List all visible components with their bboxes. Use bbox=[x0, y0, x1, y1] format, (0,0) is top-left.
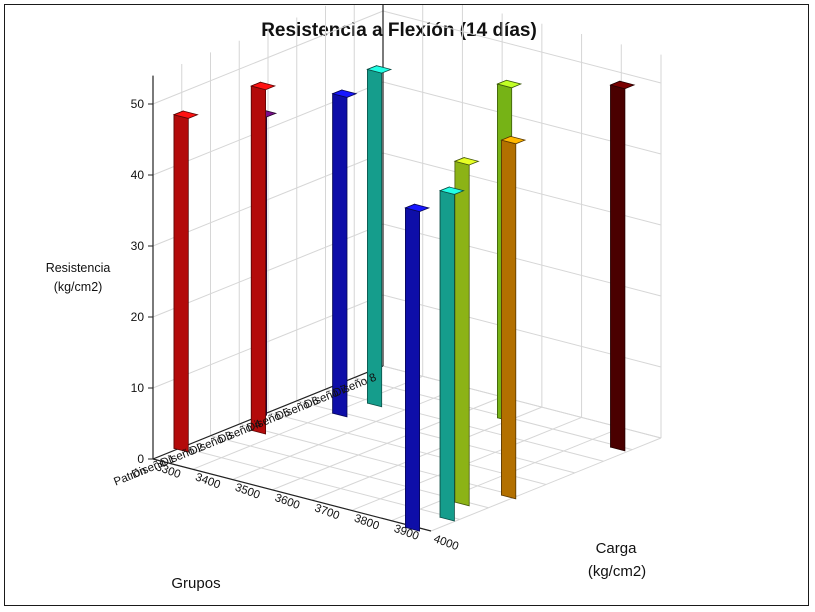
bar-face-side bbox=[250, 85, 267, 435]
bar bbox=[331, 89, 358, 418]
carga-tick-label: 3700 bbox=[313, 502, 341, 522]
bar-face-side bbox=[610, 84, 626, 452]
bar-face-top bbox=[496, 79, 523, 89]
bar-face-side bbox=[404, 207, 421, 532]
bar-face-top bbox=[453, 157, 480, 166]
bar-face-top bbox=[250, 81, 277, 91]
z-tick-label: 40 bbox=[131, 168, 145, 182]
z-axis-label-line-2: (kg/cm2) bbox=[54, 280, 103, 294]
z-tick-label: 20 bbox=[131, 310, 145, 324]
gridline bbox=[430, 437, 662, 532]
z-tick-label: 30 bbox=[131, 239, 145, 253]
bar bbox=[404, 203, 431, 532]
chart-frame: Resistencia a Flexión (14 días) 0 10 20 30 4… bbox=[4, 4, 809, 606]
carga-axis-label-line-2: (kg/cm2) bbox=[588, 563, 646, 580]
bar-face-side bbox=[454, 160, 470, 507]
bar bbox=[366, 65, 393, 408]
bar-face-side bbox=[366, 68, 383, 408]
gridline bbox=[382, 10, 662, 84]
bar bbox=[500, 135, 527, 500]
bar-face-top bbox=[500, 135, 527, 145]
carga-axis-label-line-1: Carga bbox=[596, 540, 638, 557]
carga-tick-label: 4000 bbox=[432, 533, 460, 553]
bar-face-top bbox=[366, 65, 393, 74]
carga-tick-label: 3600 bbox=[273, 492, 301, 512]
carga-tick-label: 3500 bbox=[233, 482, 261, 502]
gridline bbox=[232, 386, 463, 481]
gridline bbox=[192, 375, 423, 470]
gridline bbox=[239, 423, 518, 497]
carga-tick-label: 3300 bbox=[154, 461, 182, 481]
carga-axis-line bbox=[152, 458, 432, 532]
bar-face-side bbox=[173, 114, 189, 453]
carga-tick-label: 3400 bbox=[194, 471, 222, 491]
bar-face-top bbox=[609, 80, 636, 90]
bar bbox=[453, 157, 480, 507]
bar-chart-3d: Resistencia a Flexión (14 días) 0 10 20 30 4… bbox=[46, 5, 662, 592]
bar-face-side bbox=[439, 190, 455, 522]
bar-face-top bbox=[404, 203, 431, 213]
x-axis-label: Grupos bbox=[171, 575, 220, 592]
bar bbox=[609, 80, 636, 452]
chart-title: Resistencia a Flexión (14 días) bbox=[261, 20, 537, 41]
z-tick-label: 10 bbox=[131, 381, 145, 395]
bar bbox=[172, 110, 199, 453]
bar-face-side bbox=[501, 139, 517, 500]
gridline bbox=[354, 377, 633, 451]
bar-face-top bbox=[331, 89, 358, 98]
z-tick-label: 0 bbox=[137, 452, 144, 466]
bar bbox=[250, 81, 277, 435]
bar-face-side bbox=[332, 93, 348, 418]
bar-face-top bbox=[172, 110, 199, 119]
z-axis-label-line-1: Resistencia bbox=[46, 261, 111, 275]
z-tick-label: 50 bbox=[131, 97, 145, 111]
bar bbox=[438, 186, 465, 522]
carga-tick-label: 3800 bbox=[353, 513, 381, 533]
bar-face-top bbox=[438, 186, 465, 195]
